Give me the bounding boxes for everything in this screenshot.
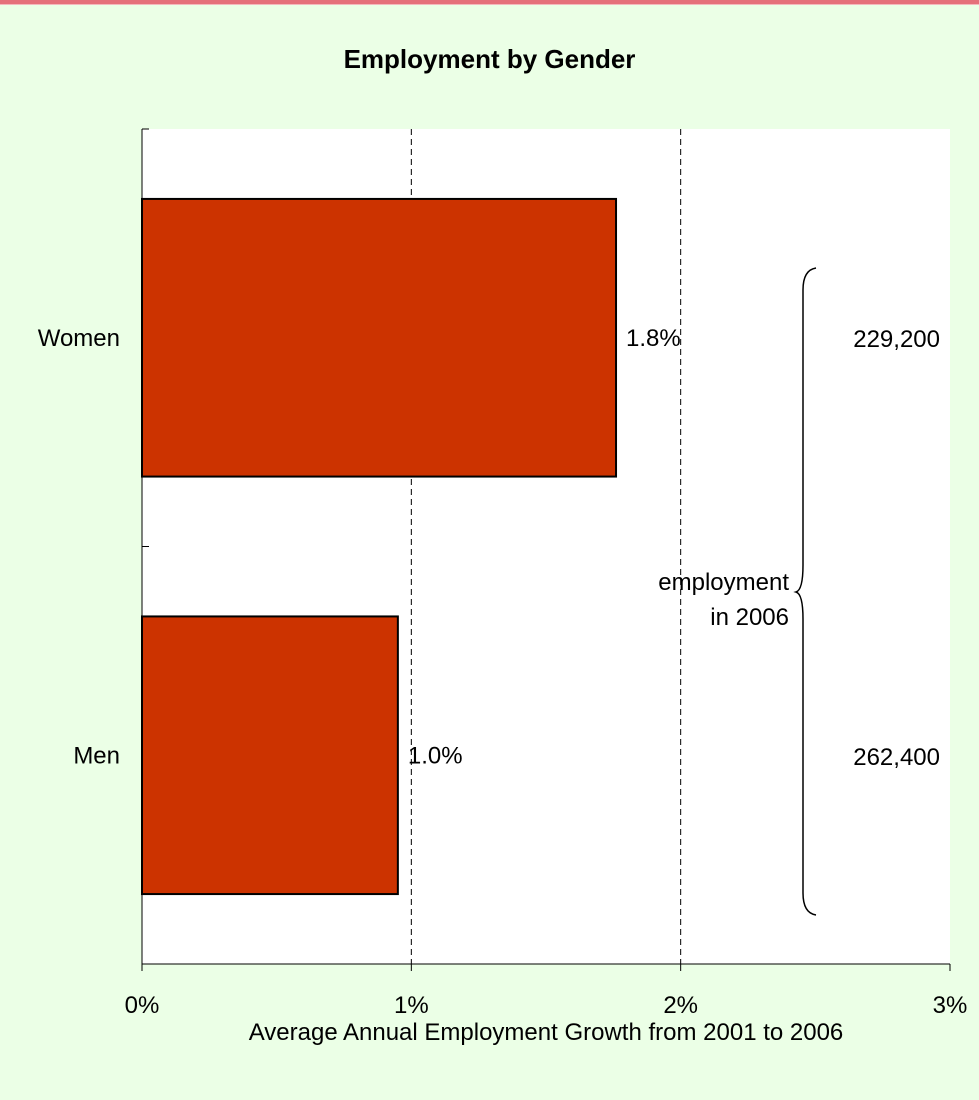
x-tick-label: 2% — [663, 992, 698, 1019]
gridlines — [410, 129, 682, 964]
data-label: 1.8% — [626, 325, 681, 352]
x-axis-label: Average Annual Employment Growth from 20… — [249, 1019, 844, 1046]
category-label: Women — [38, 325, 120, 352]
bar-men — [141, 615, 399, 896]
bar-women — [141, 197, 618, 478]
category-label: Men — [73, 742, 120, 769]
x-tick-label: 0% — [125, 992, 160, 1019]
data-label: 1.0% — [408, 742, 463, 769]
x-axis-ticks: 0% 1% 2% 3% — [125, 964, 968, 1019]
brace-label-line-1: employment — [658, 569, 789, 596]
x-tick-label: 1% — [394, 992, 429, 1019]
brace-label-line-2: in 2006 — [710, 604, 789, 631]
x-tick-label: 3% — [933, 992, 968, 1019]
bars: 1.8% 1.0% — [141, 197, 681, 896]
top-rule — [0, 0, 979, 5]
employment-brace — [793, 267, 817, 916]
employment-value-women: 229,200 — [853, 326, 940, 353]
employment-value-men: 262,400 — [853, 744, 940, 771]
chart-title: Employment by Gender — [343, 44, 636, 74]
y-axis-ticks: Women Men — [38, 128, 149, 965]
